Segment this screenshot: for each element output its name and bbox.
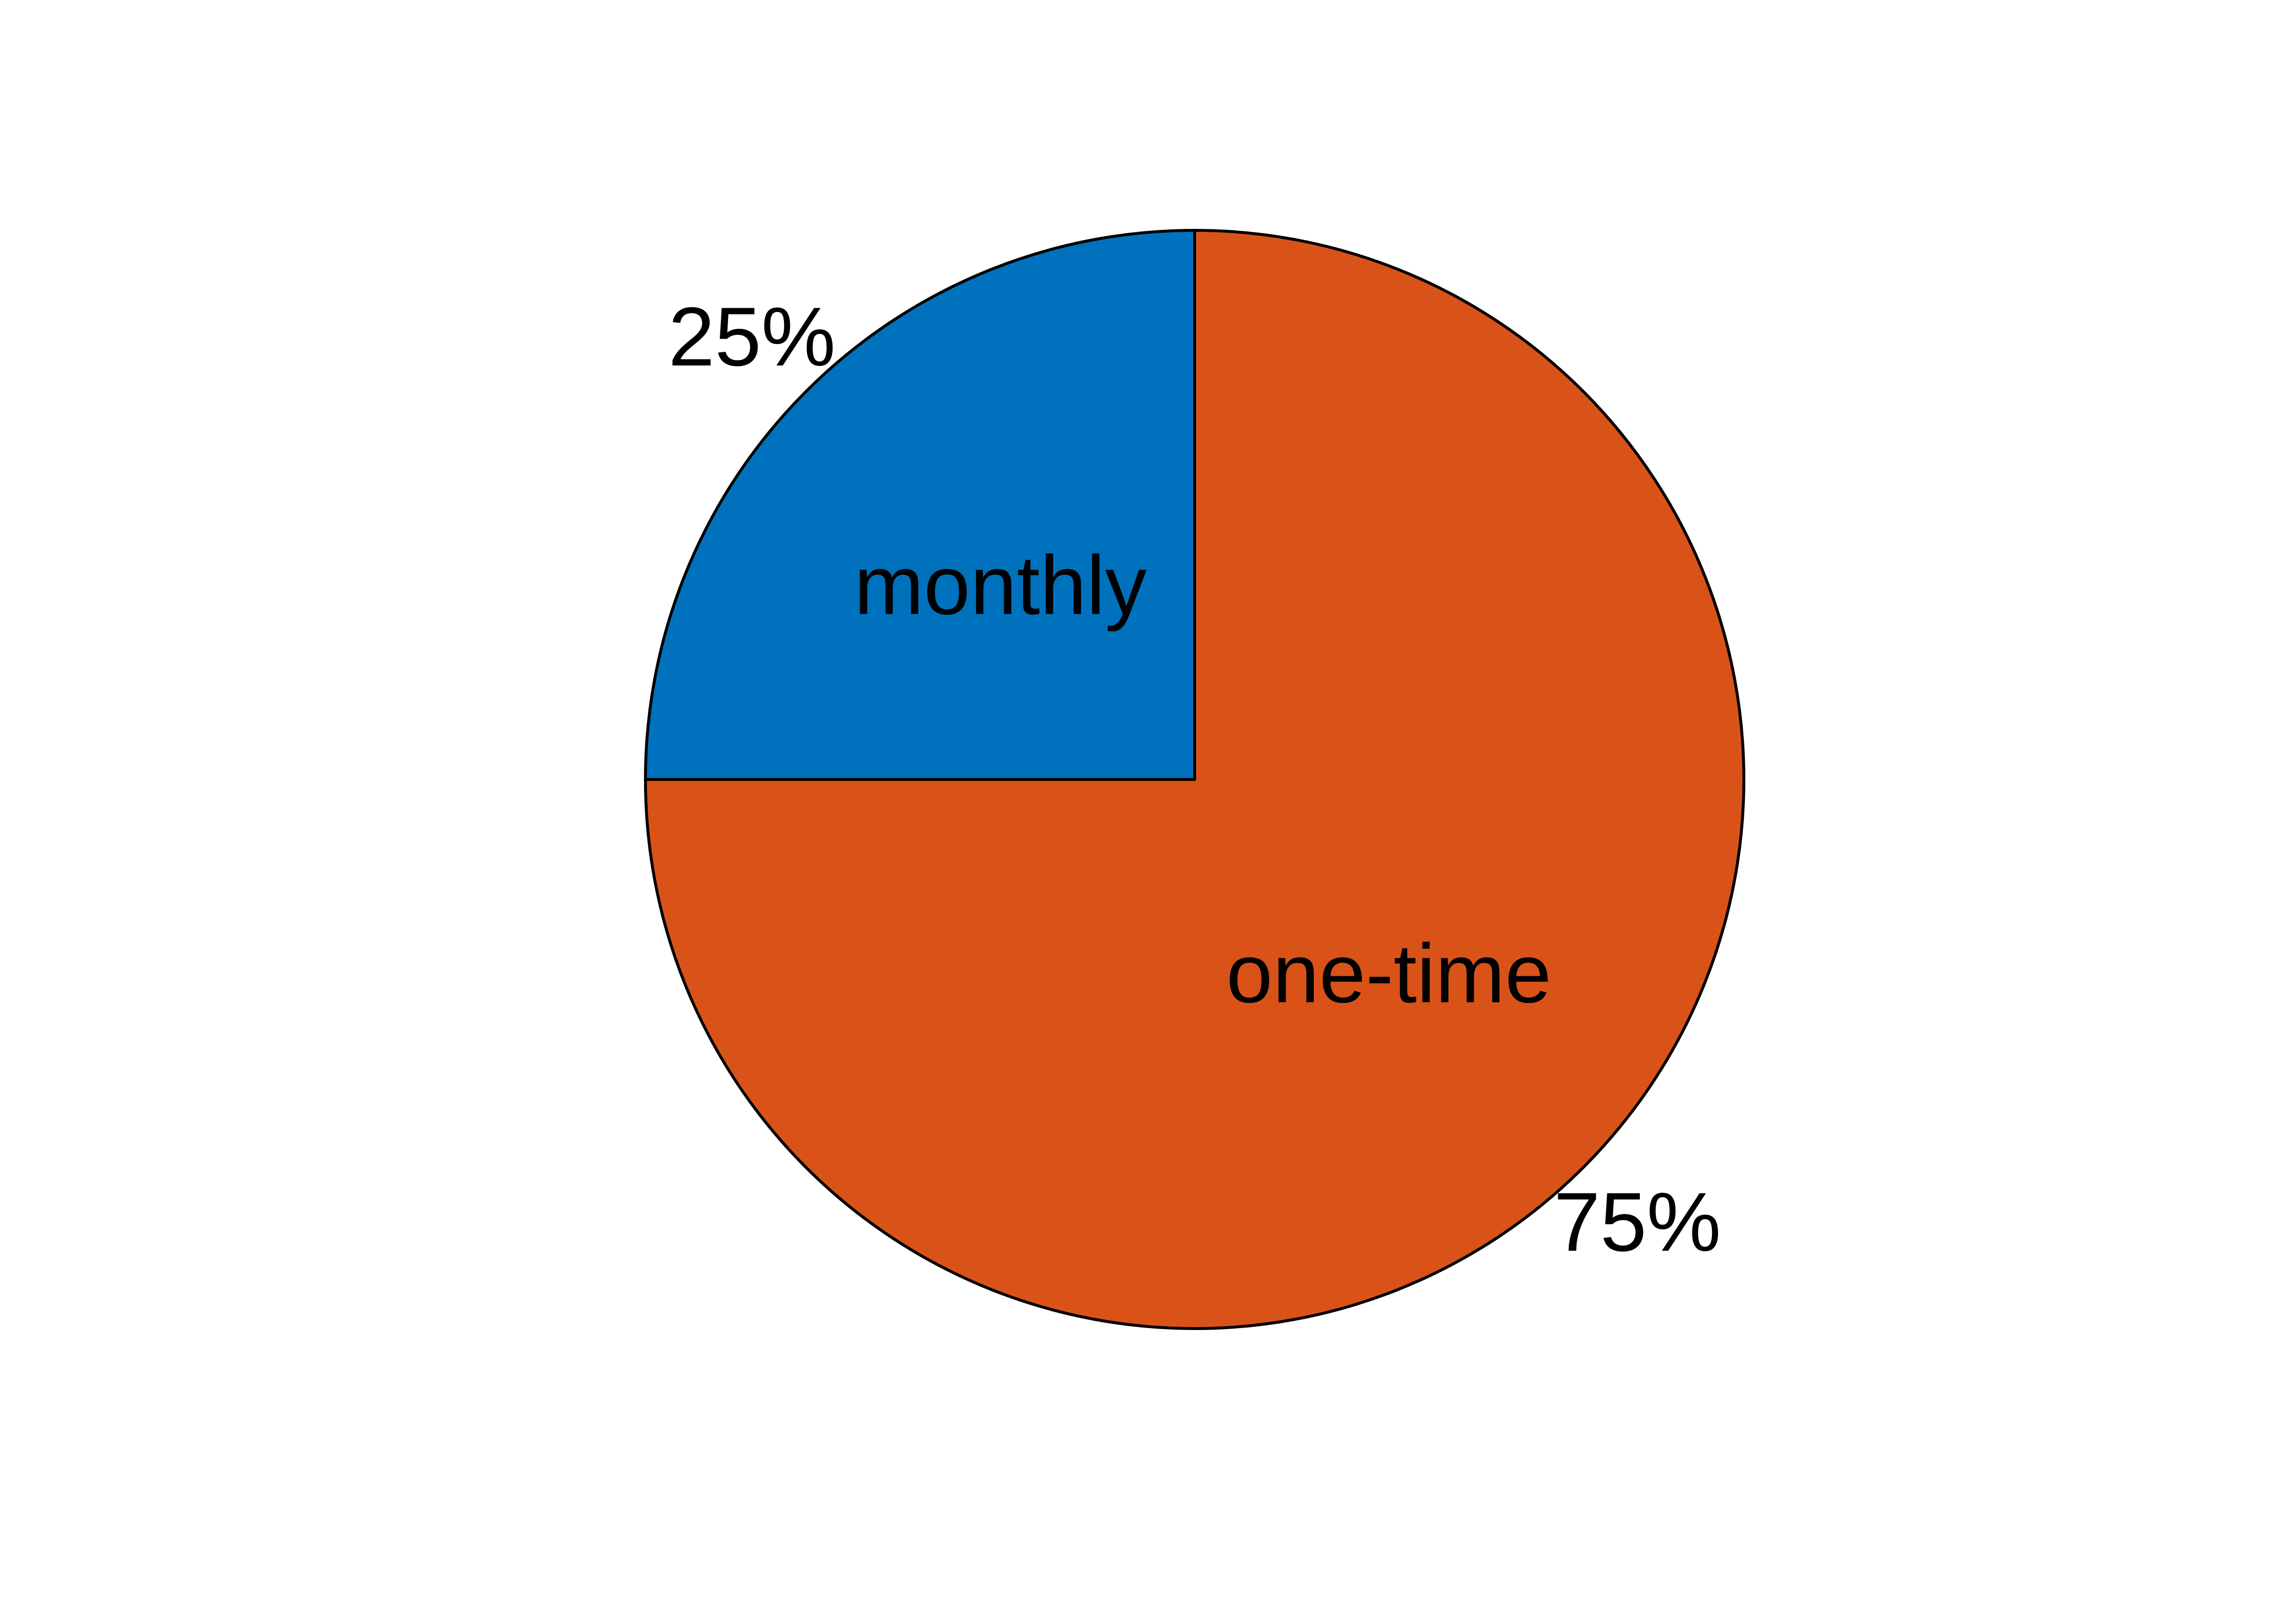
percent-label-monthly: 25% bbox=[668, 290, 835, 383]
percent-label-one-time: 75% bbox=[1554, 1175, 1721, 1269]
pie-labels: monthly 25% one-time 75% bbox=[668, 290, 1721, 1269]
pie-slice-monthly bbox=[644, 229, 1196, 781]
pie-slice-one-time bbox=[644, 229, 1745, 1330]
slice-label-one-time: one-time bbox=[1226, 927, 1551, 1020]
pie-slices bbox=[644, 229, 1745, 1330]
slice-label-monthly: monthly bbox=[854, 538, 1147, 632]
